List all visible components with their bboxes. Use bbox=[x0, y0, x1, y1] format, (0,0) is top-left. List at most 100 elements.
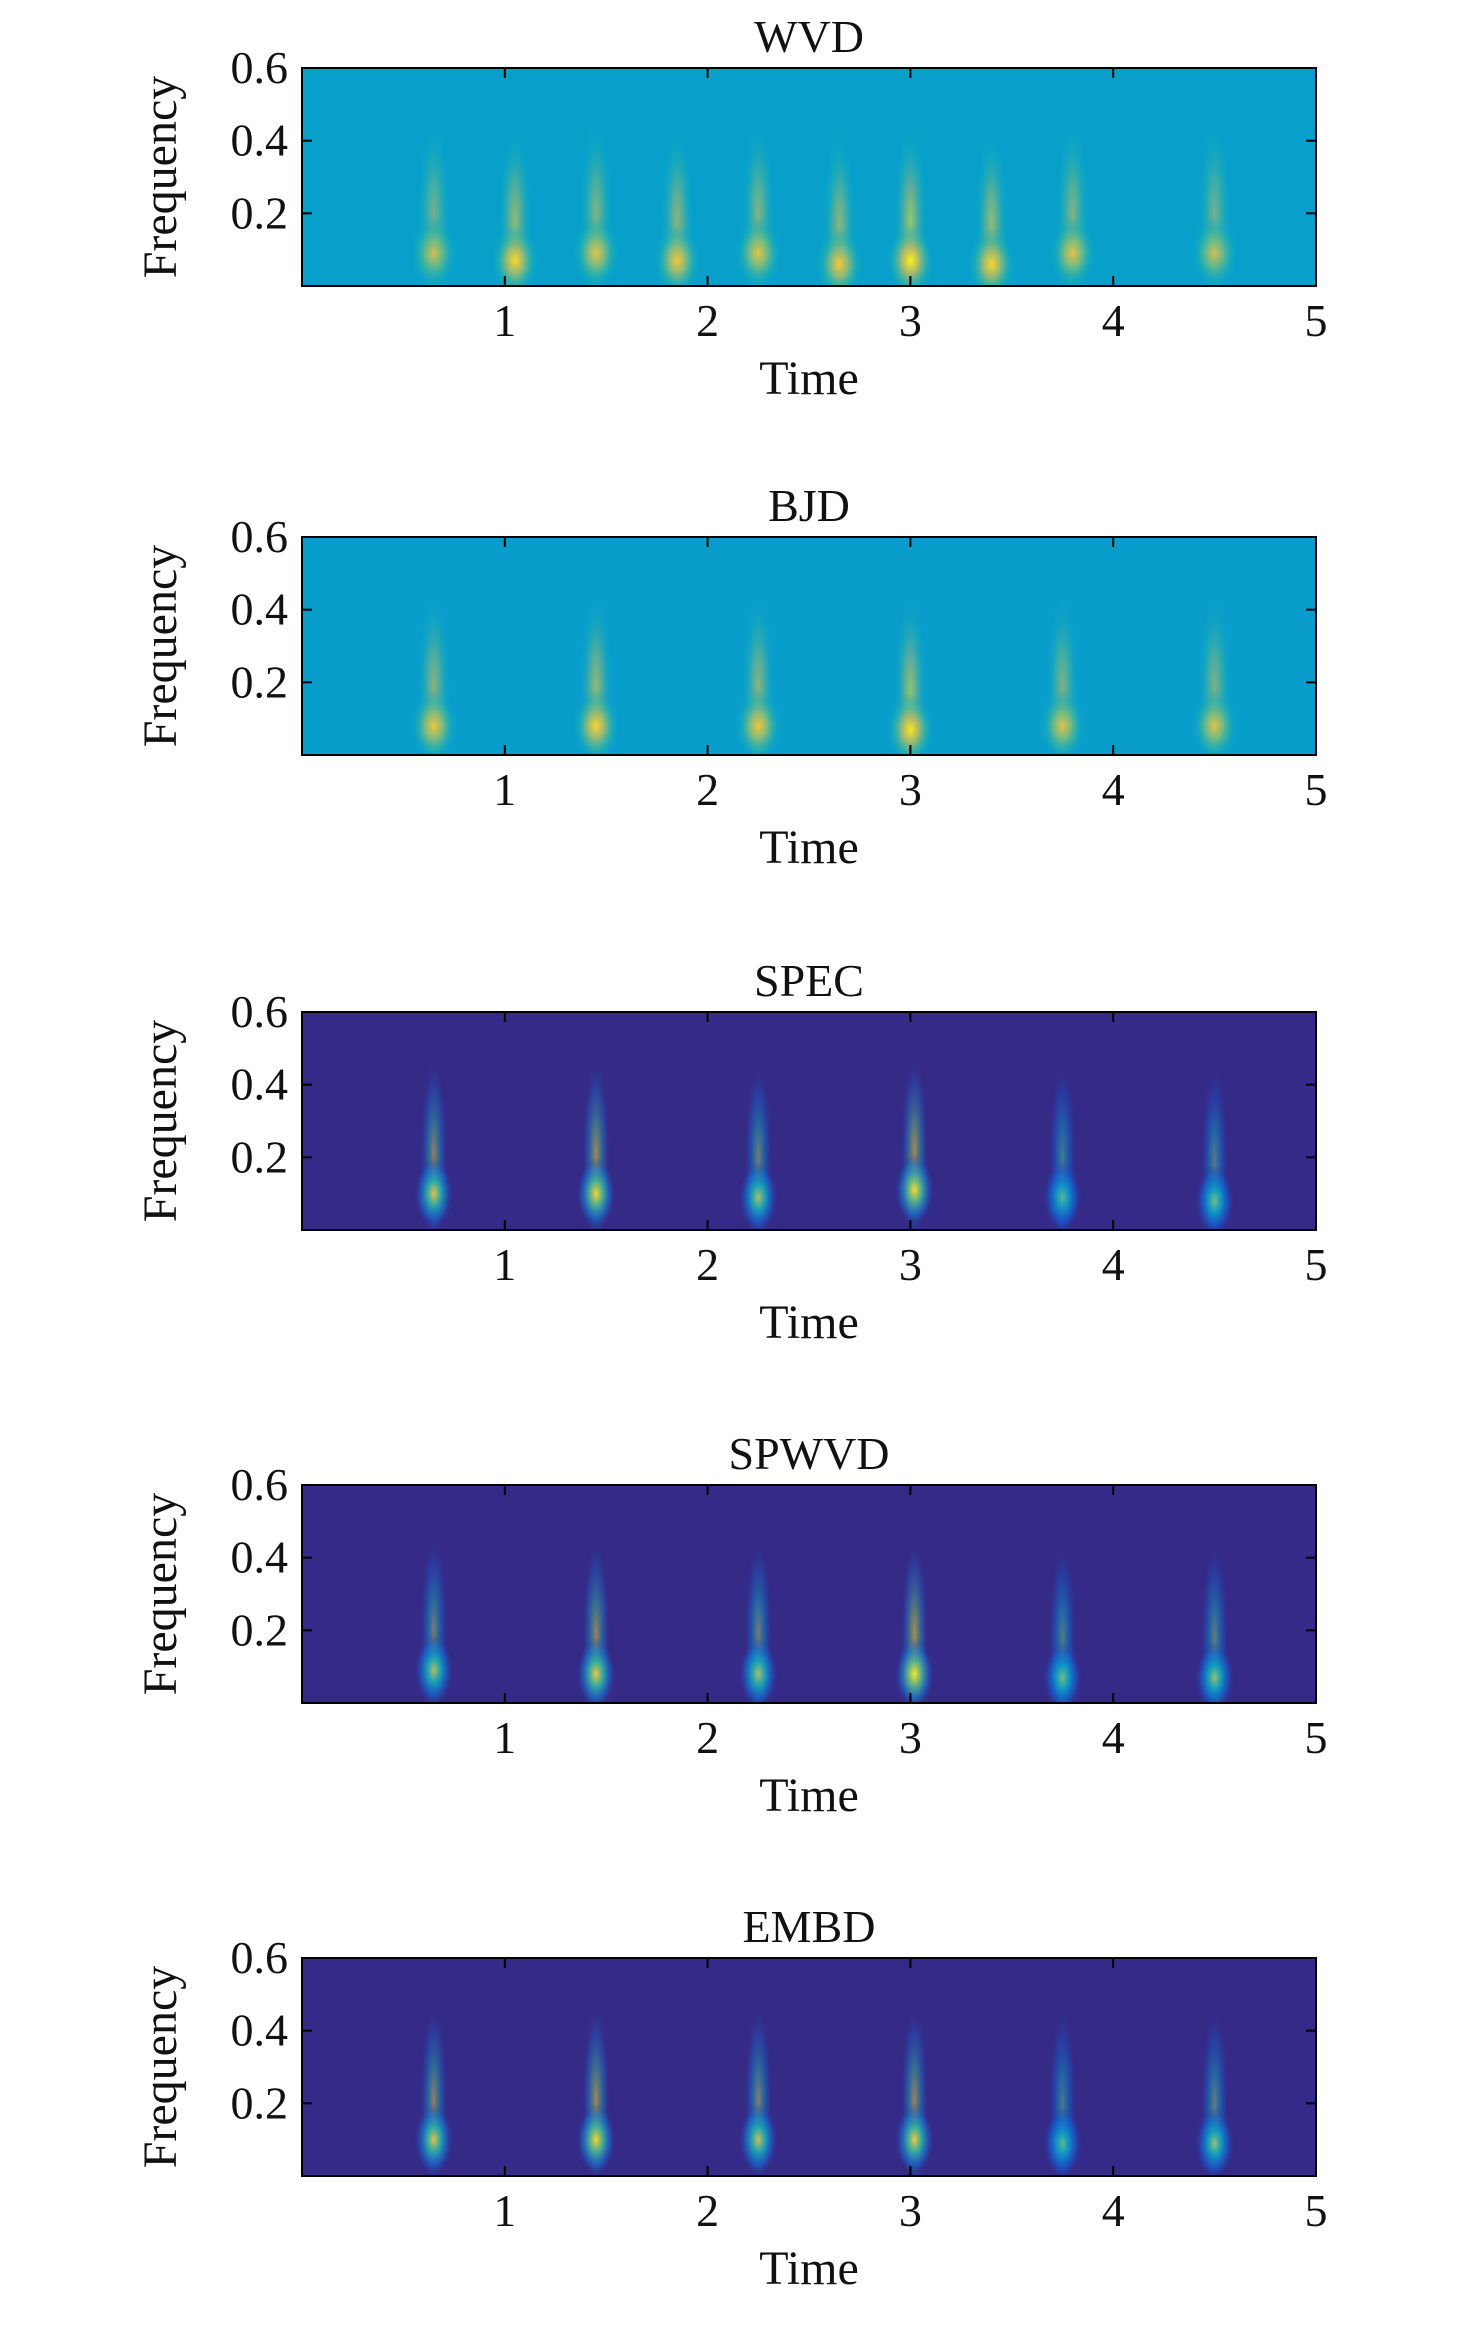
panel-bjd: BJD 1 2 3 4 5 0.2 0.4 0.6 Time Frequency bbox=[134, 480, 1328, 874]
axes-box bbox=[301, 1011, 1317, 1231]
y-tick-label: 0.6 bbox=[231, 1932, 289, 1983]
axes-box bbox=[301, 1484, 1317, 1704]
y-tick-label: 0.2 bbox=[231, 1131, 289, 1182]
panel-title: WVD bbox=[754, 11, 864, 62]
x-axis-label: Time bbox=[759, 352, 859, 405]
tf-component bbox=[738, 2103, 779, 2176]
heatmap-background bbox=[302, 1012, 1316, 1230]
tf-plume bbox=[893, 125, 928, 286]
tf-component bbox=[1194, 1164, 1235, 1230]
axes-box bbox=[301, 1957, 1317, 2177]
y-tick-label: 0.6 bbox=[231, 511, 289, 562]
tf-component bbox=[894, 2103, 935, 2176]
panel-title: BJD bbox=[768, 480, 850, 531]
panel-embd: EMBD 1 2 3 4 5 0.2 0.4 0.6 Time Frequency bbox=[134, 1901, 1328, 2295]
tf-component bbox=[894, 1637, 935, 1703]
x-tick-label: 2 bbox=[696, 1712, 719, 1763]
tf-component bbox=[734, 217, 783, 286]
x-tick-label: 1 bbox=[493, 1712, 516, 1763]
tf-component bbox=[1048, 217, 1097, 286]
heatmap-background bbox=[302, 537, 1316, 755]
x-tick-label: 2 bbox=[696, 2185, 719, 2236]
tf-component bbox=[572, 217, 621, 286]
y-tick-label: 0.6 bbox=[231, 1459, 289, 1510]
tf-component bbox=[894, 1154, 935, 1227]
heatmap bbox=[302, 1485, 1316, 1703]
tf-component bbox=[1042, 1161, 1083, 1230]
y-tick-label: 0.6 bbox=[231, 42, 289, 93]
x-tick-label: 5 bbox=[1305, 1239, 1328, 1290]
y-axis-label: Frequency bbox=[134, 76, 187, 279]
x-tick-label: 4 bbox=[1102, 295, 1125, 346]
panel-wvd: WVD 1 2 3 4 5 0.2 0.4 0.6 Time Frequency bbox=[134, 11, 1328, 405]
x-tick-label: 5 bbox=[1305, 764, 1328, 815]
x-axis-label: Time bbox=[759, 821, 859, 874]
y-tick-label: 0.4 bbox=[231, 1532, 289, 1583]
panel-spec: SPEC 1 2 3 4 5 0.2 0.4 0.6 Time Frequency bbox=[134, 955, 1328, 1349]
x-tick-label: 1 bbox=[493, 764, 516, 815]
tf-component bbox=[409, 689, 458, 755]
tf-component bbox=[738, 1637, 779, 1703]
heatmap-background bbox=[302, 1958, 1316, 2176]
y-tick-label: 0.4 bbox=[231, 2005, 289, 2056]
x-tick-label: 1 bbox=[493, 1239, 516, 1290]
x-axis-label: Time bbox=[759, 1296, 859, 1349]
x-tick-label: 2 bbox=[696, 764, 719, 815]
heatmap bbox=[302, 68, 1316, 286]
y-tick-label: 0.2 bbox=[231, 656, 289, 707]
y-tick-label: 0.4 bbox=[231, 584, 289, 635]
y-tick-label: 0.6 bbox=[231, 986, 289, 1037]
x-axis-label: Time bbox=[759, 1769, 859, 1822]
tf-component bbox=[572, 689, 621, 755]
tf-plume bbox=[893, 594, 928, 755]
y-axis-label: Frequency bbox=[134, 545, 187, 748]
tf-plume bbox=[974, 129, 1009, 286]
tf-component bbox=[886, 224, 935, 286]
x-tick-label: 1 bbox=[493, 295, 516, 346]
tf-component bbox=[413, 1634, 454, 1703]
axes-box bbox=[301, 536, 1317, 756]
heatmap bbox=[302, 1958, 1316, 2176]
y-tick-label: 0.2 bbox=[231, 2077, 289, 2128]
y-axis-label: Frequency bbox=[134, 1493, 187, 1696]
x-tick-label: 1 bbox=[493, 2185, 516, 2236]
y-tick-label: 0.4 bbox=[231, 1059, 289, 1110]
panel-title: SPWVD bbox=[728, 1428, 889, 1479]
tf-plume bbox=[498, 125, 532, 286]
x-tick-label: 3 bbox=[899, 295, 922, 346]
y-axis-label: Frequency bbox=[134, 1966, 187, 2169]
tf-component bbox=[653, 224, 702, 286]
heatmap-background bbox=[302, 68, 1316, 286]
tf-component bbox=[1194, 1641, 1235, 1703]
tf-component bbox=[409, 217, 458, 286]
x-tick-label: 4 bbox=[1102, 764, 1125, 815]
x-tick-label: 4 bbox=[1102, 1712, 1125, 1763]
y-axis-label: Frequency bbox=[134, 1020, 187, 1223]
tf-component bbox=[734, 689, 783, 755]
heatmap bbox=[302, 1012, 1316, 1230]
tf-plume bbox=[822, 129, 857, 286]
x-tick-label: 5 bbox=[1305, 2185, 1328, 2236]
tf-component bbox=[967, 228, 1016, 286]
axes-box bbox=[301, 67, 1317, 287]
tf-component bbox=[815, 228, 864, 286]
y-tick-label: 0.2 bbox=[231, 1604, 289, 1655]
tf-component bbox=[413, 1157, 454, 1230]
tf-component bbox=[1042, 1641, 1083, 1703]
x-tick-label: 5 bbox=[1305, 1712, 1328, 1763]
x-axis-label: Time bbox=[759, 2242, 859, 2295]
tf-component bbox=[413, 2103, 454, 2176]
tf-component bbox=[886, 693, 935, 755]
heatmap bbox=[302, 537, 1316, 755]
tf-component bbox=[1042, 2107, 1083, 2176]
y-tick-label: 0.2 bbox=[231, 187, 289, 238]
tf-plume bbox=[1048, 1542, 1077, 1703]
tf-plume bbox=[660, 125, 694, 286]
tf-component bbox=[1190, 689, 1239, 755]
tf-component bbox=[576, 1637, 617, 1703]
x-tick-label: 3 bbox=[899, 2185, 922, 2236]
tf-plume bbox=[1200, 1542, 1229, 1703]
tf-component bbox=[490, 224, 539, 286]
x-tick-label: 4 bbox=[1102, 2185, 1125, 2236]
